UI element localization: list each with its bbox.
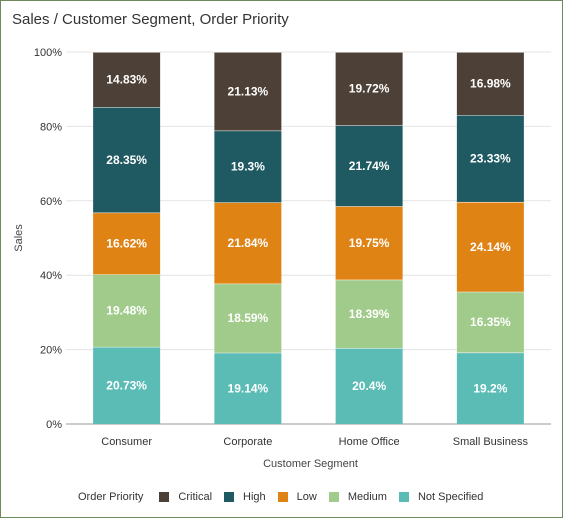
legend-item-medium[interactable]: Medium [328,491,387,503]
data-label: 18.59% [228,311,269,325]
legend-label: Critical [178,491,213,503]
legend-label: Not Specified [417,491,484,503]
legend-items: Critical High Low Medium Not Specified [159,491,495,503]
data-label: 19.3% [231,160,265,174]
legend-item-low[interactable]: Low [277,491,317,503]
legend-swatch [398,492,409,502]
legend: Order Priority Critical High Low Medium Not … [78,489,495,505]
bar-segment-high[interactable] [214,130,282,203]
data-label: 24.14% [470,240,511,254]
data-label: 20.73% [106,378,147,392]
bar-segment-not-specified[interactable] [214,352,282,424]
data-label: 18.39% [349,307,390,321]
data-label: 16.35% [470,315,511,329]
legend-swatch [277,492,288,502]
bar-segment-not-specified[interactable] [93,346,161,424]
legend-item-not-specified[interactable]: Not Specified [398,491,484,503]
legend-item-critical[interactable]: Critical [159,491,212,503]
bar-segment-high[interactable] [335,125,403,207]
bar-segment-medium[interactable] [335,279,403,349]
data-label: 19.72% [349,82,390,96]
bar-segment-low[interactable] [93,212,161,275]
y-tick-label: 40% [40,270,62,282]
x-tick-label: Home Office [339,436,400,448]
data-label: 19.14% [228,381,269,395]
y-tick-label: 60% [40,196,62,208]
y-tick-label: 100% [34,47,62,59]
bar-segment-low[interactable] [335,206,403,280]
x-tick-label: Small Business [453,436,529,448]
y-tick-label: 20% [40,345,62,357]
legend-swatch [328,492,339,502]
data-label: 19.48% [106,304,147,318]
y-tick-label: 80% [40,121,62,133]
data-label: 20.4% [352,379,386,393]
legend-label: Low [296,491,317,503]
bar-segment-medium[interactable] [93,274,161,347]
data-label: 21.13% [228,84,269,98]
x-axis-title: Customer Segment [263,458,358,470]
legend-label: High [243,491,266,503]
legend-item-high[interactable]: High [224,491,266,503]
data-label: 19.2% [473,381,507,395]
bar-segment-medium[interactable] [214,283,282,353]
legend-label: Medium [347,491,387,503]
bar-segment-critical[interactable] [93,51,161,108]
data-label: 21.84% [228,236,269,250]
y-axis-title: Sales [13,224,25,252]
x-tick-label: Consumer [101,436,152,448]
bar-segment-critical[interactable] [214,52,282,131]
data-label: 23.33% [470,152,511,166]
data-label: 16.98% [470,77,511,91]
x-tick-label: Corporate [223,436,272,448]
data-label: 21.74% [349,159,390,173]
bar-segment-high[interactable] [456,115,524,202]
legend-title: Order Priority [78,491,144,503]
data-label: 28.35% [106,153,147,167]
data-label: 16.62% [106,237,147,251]
bar-segment-medium[interactable] [456,291,524,353]
legend-swatch [159,492,170,502]
bar-segment-low[interactable] [214,202,282,284]
bar-segment-not-specified[interactable] [456,352,524,424]
bar-segment-critical[interactable] [456,52,524,116]
bar-segment-critical[interactable] [335,52,403,126]
data-label: 14.83% [106,73,147,87]
legend-swatch [224,492,235,502]
chart-title: Sales / Customer Segment, Order Priority [12,11,289,28]
bar-segment-high[interactable] [93,107,161,213]
bar-segment-not-specified[interactable] [335,348,403,424]
y-tick-label: 0% [46,419,62,431]
bar-segment-low[interactable] [456,201,524,292]
data-label: 19.75% [349,236,390,250]
